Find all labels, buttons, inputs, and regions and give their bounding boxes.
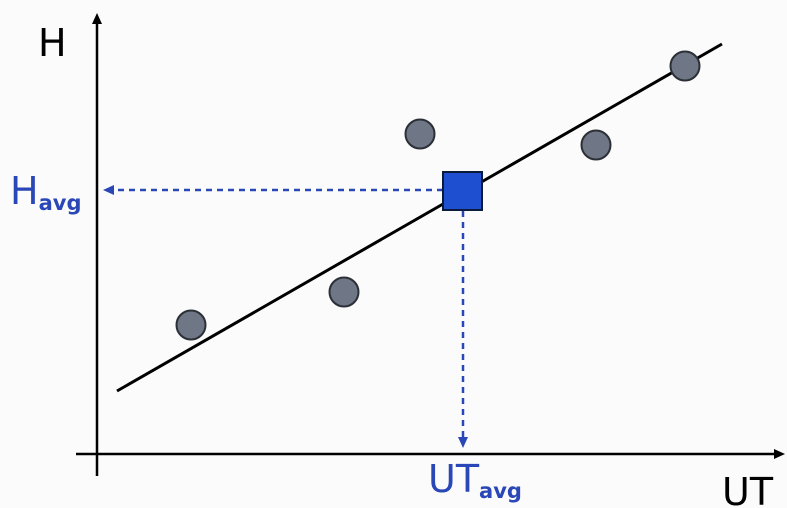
data-point	[175, 309, 207, 341]
h-avg-label-main: H	[10, 169, 39, 213]
ut-avg-label-sub: avg	[479, 479, 522, 503]
data-point	[404, 118, 436, 150]
h-avg-label: Havg	[10, 169, 81, 215]
x-axis-label: UT	[722, 470, 774, 508]
ut-avg-label: UTavg	[428, 457, 522, 503]
data-point	[328, 276, 360, 308]
average-marker	[442, 171, 483, 211]
trend-line	[116, 42, 723, 393]
data-point	[580, 129, 612, 161]
data-point	[669, 50, 701, 82]
h-avg-label-sub: avg	[39, 191, 82, 215]
y-axis-label: H	[38, 21, 67, 65]
ut-avg-label-main: UT	[428, 457, 480, 501]
